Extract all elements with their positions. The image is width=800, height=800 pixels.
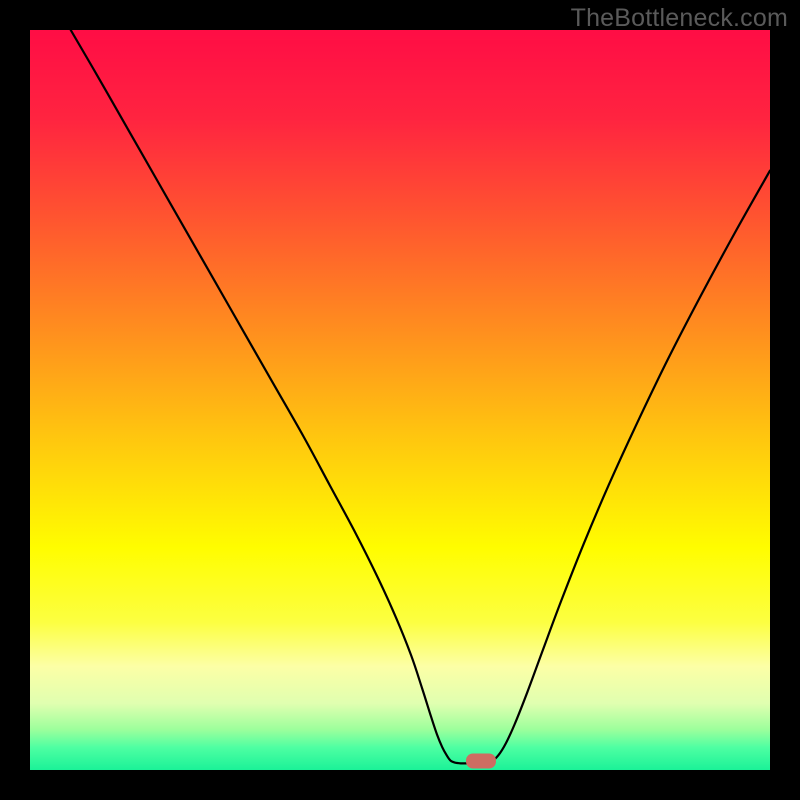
bottleneck-curve bbox=[30, 30, 770, 770]
chart-frame: TheBottleneck.com bbox=[0, 0, 800, 800]
watermark-text: TheBottleneck.com bbox=[571, 4, 788, 33]
optimum-marker bbox=[466, 754, 496, 769]
plot-area bbox=[30, 30, 770, 770]
